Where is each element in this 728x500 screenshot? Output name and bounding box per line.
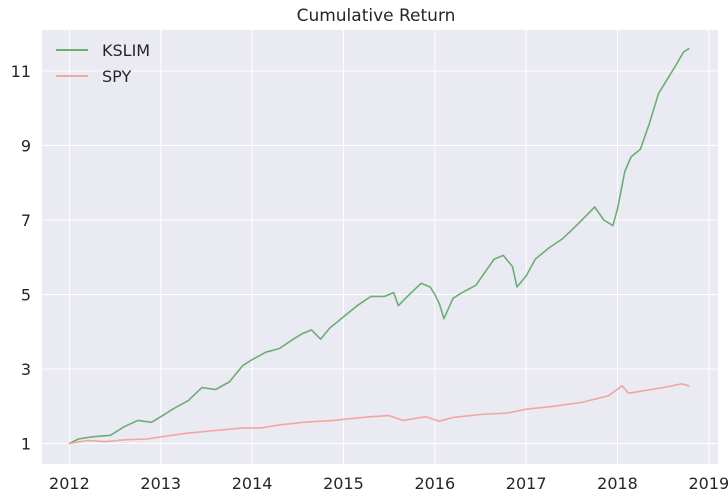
x-tick-label: 2013 <box>140 474 181 493</box>
legend: KSLIM SPY <box>56 41 150 86</box>
y-tick-label: 3 <box>21 360 31 379</box>
y-tick-label: 7 <box>21 211 31 230</box>
y-tick-label: 1 <box>21 435 31 454</box>
grid-layer <box>42 30 718 464</box>
plot-area-background <box>42 30 718 464</box>
x-tick-label: 2019 <box>689 474 728 493</box>
series-layer <box>68 47 690 445</box>
x-tick-label: 2017 <box>506 474 547 493</box>
x-tick-label: 2012 <box>49 474 90 493</box>
x-tick-label: 2018 <box>597 474 638 493</box>
series-line-spy <box>68 383 690 445</box>
legend-label-kslim: KSLIM <box>102 41 150 60</box>
x-tick-label: 2014 <box>232 474 273 493</box>
y-tick-label: 9 <box>21 136 31 155</box>
series-line-kslim <box>68 47 690 445</box>
x-tick-label: 2016 <box>414 474 455 493</box>
tick-layer: 2012 2013 2014 2015 2016 2017 2018 2019 1 3 5 7 9 11 <box>11 62 728 493</box>
chart-title: Cumulative Return <box>297 6 456 26</box>
x-tick-label: 2015 <box>323 474 364 493</box>
legend-label-spy: SPY <box>102 67 131 86</box>
y-tick-label: 5 <box>21 285 31 304</box>
y-tick-label: 11 <box>11 62 31 81</box>
